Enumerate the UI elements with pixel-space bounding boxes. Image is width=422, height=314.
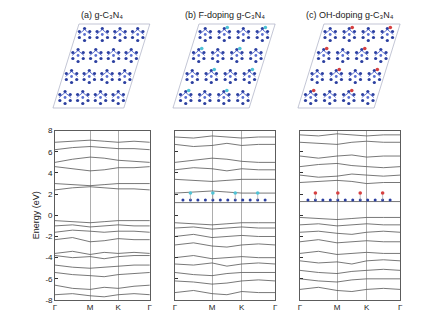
- svg-text:M: M: [87, 303, 94, 312]
- svg-text:-2: -2: [45, 232, 53, 241]
- svg-text:8: 8: [48, 126, 53, 135]
- svg-text:Γ: Γ: [398, 303, 403, 312]
- svg-text:Γ: Γ: [273, 303, 278, 312]
- svg-text:-8: -8: [45, 296, 53, 305]
- svg-text:Γ: Γ: [53, 303, 58, 312]
- svg-text:-6: -6: [45, 275, 53, 284]
- svg-text:(a) g-C₃N₄: (a) g-C₃N₄: [81, 10, 123, 20]
- svg-text:M: M: [334, 303, 341, 312]
- svg-text:Energy (eV): Energy (eV): [31, 191, 41, 239]
- svg-text:(b) F-doping g-C₃N₄: (b) F-doping g-C₃N₄: [185, 10, 265, 20]
- svg-text:Γ: Γ: [148, 303, 153, 312]
- svg-text:K: K: [239, 303, 245, 312]
- svg-text:M: M: [209, 303, 216, 312]
- svg-text:K: K: [364, 303, 370, 312]
- svg-text:6: 6: [48, 148, 53, 157]
- svg-text:0: 0: [48, 211, 53, 220]
- svg-text:-4: -4: [45, 253, 53, 262]
- svg-text:(c) OH-doping g-C₃N₄: (c) OH-doping g-C₃N₄: [306, 10, 394, 20]
- svg-text:Γ: Γ: [173, 303, 178, 312]
- svg-text:K: K: [116, 303, 122, 312]
- svg-text:Γ: Γ: [298, 303, 303, 312]
- svg-text:4: 4: [48, 169, 53, 178]
- svg-text:2: 2: [48, 190, 53, 199]
